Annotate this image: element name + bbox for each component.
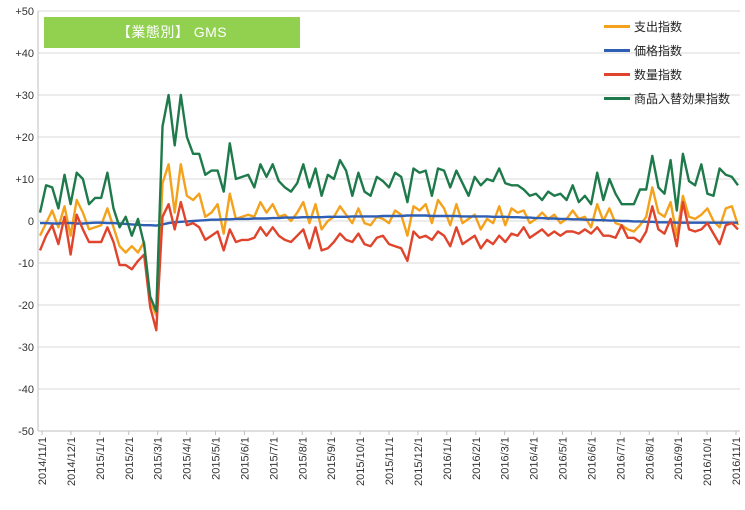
x-tick-label: 2016/8/1 [644, 437, 656, 480]
x-tick-label: 2015/5/1 [211, 437, 223, 480]
y-tick-label: +10 [15, 174, 34, 186]
x-tick-label: 2016/4/1 [529, 437, 541, 480]
legend-item: 支出指数 [604, 14, 730, 38]
legend: 支出指数価格指数数量指数商品入替効果指数 [604, 14, 730, 110]
legend-item: 数量指数 [604, 62, 730, 86]
y-tick-label: -20 [18, 300, 34, 312]
y-tick-label: -40 [18, 384, 34, 396]
x-tick-label: 2014/11/1 [37, 437, 49, 485]
chart-title: 【業態別】 GMS [44, 17, 300, 48]
y-tick-label: 0 [28, 216, 34, 228]
y-tick-label: +40 [15, 48, 34, 60]
x-tick-label: 2015/10/1 [355, 437, 367, 486]
x-tick-label: 2016/11/1 [731, 437, 743, 485]
x-tick-label: 2016/3/1 [500, 437, 512, 480]
legend-swatch [604, 24, 630, 28]
x-tick-label: 2015/9/1 [326, 437, 338, 480]
y-tick-label: -10 [18, 258, 34, 270]
series-line-2 [40, 214, 738, 227]
legend-swatch [604, 96, 630, 100]
legend-label: 数量指数 [634, 67, 683, 82]
legend-label: 価格指数 [634, 43, 683, 58]
x-tick-label: 2015/1/1 [95, 437, 107, 480]
x-tick-label: 2014/12/1 [66, 437, 78, 486]
legend-label: 商品入替効果指数 [634, 91, 731, 106]
y-tick-label: +30 [15, 90, 34, 102]
legend-item: 価格指数 [604, 38, 730, 62]
legend-swatch [604, 72, 630, 76]
x-tick-label: 2016/1/1 [442, 437, 454, 480]
series-line-3 [38, 200, 739, 332]
x-tick-label: 2015/4/1 [182, 437, 194, 480]
x-tick-label: 2016/5/1 [558, 437, 570, 480]
x-tick-label: 2016/6/1 [586, 437, 598, 480]
y-tick-label: -30 [18, 342, 34, 354]
legend-swatch [604, 48, 630, 52]
x-tick-label: 2015/2/1 [124, 437, 136, 480]
x-tick-label: 2015/3/1 [153, 437, 165, 480]
x-tick-label: 2016/9/1 [673, 437, 685, 480]
x-tick-label: 2016/10/1 [702, 437, 714, 486]
y-tick-label: +20 [15, 132, 34, 144]
y-tick-label: +50 [15, 6, 34, 18]
x-tick-label: 2015/7/1 [268, 437, 280, 480]
x-tick-label: 2015/6/1 [239, 437, 251, 480]
series-line-4 [38, 93, 739, 313]
x-tick-label: 2015/11/1 [384, 437, 396, 485]
x-tick-label: 2016/7/1 [615, 437, 627, 480]
legend-label: 支出指数 [634, 19, 683, 34]
x-tick-label: 2016/2/1 [471, 437, 483, 480]
x-tick-label: 2015/8/1 [297, 437, 309, 480]
y-tick-label: -50 [18, 426, 34, 438]
x-tick-label: 2015/12/1 [413, 437, 425, 486]
legend-item: 商品入替効果指数 [604, 86, 730, 110]
